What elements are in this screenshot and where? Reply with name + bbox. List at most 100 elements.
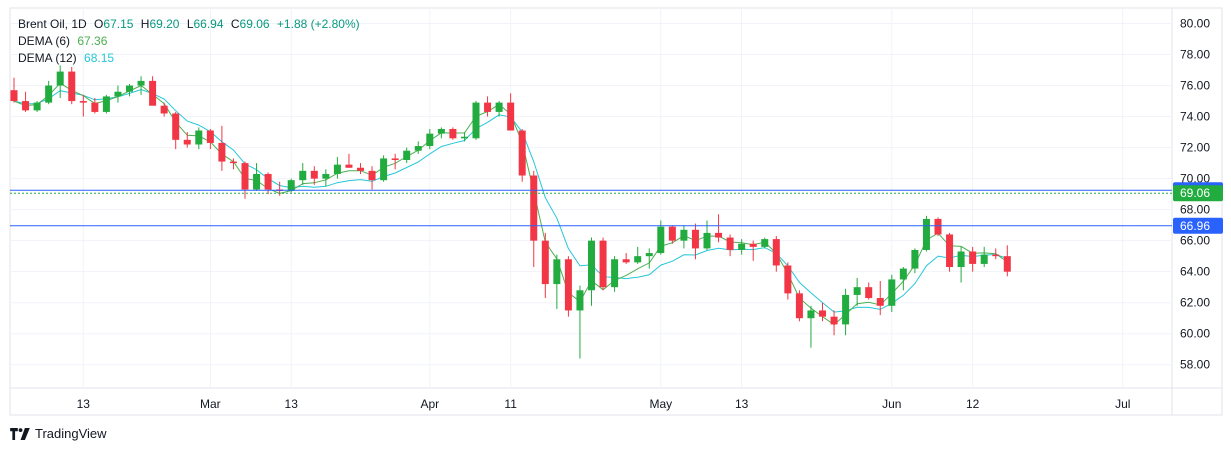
- candle-down: [668, 226, 676, 241]
- time-tick-label: May: [649, 397, 672, 411]
- candle-up: [807, 310, 815, 319]
- tradingview-watermark[interactable]: TradingView: [10, 426, 107, 441]
- time-tick-label: 13: [285, 397, 299, 411]
- legend-dema12-label: DEMA (12): [18, 51, 77, 65]
- candle-up: [380, 158, 388, 181]
- candle-down: [934, 218, 942, 235]
- candle-down: [599, 240, 607, 288]
- price-tick-label: 74.00: [1180, 110, 1210, 124]
- price-tick-label: 60.00: [1180, 327, 1210, 341]
- legend-dema6-row[interactable]: DEMA (6) 67.36: [18, 33, 360, 50]
- candle-up: [634, 256, 642, 263]
- candle-down: [357, 167, 364, 171]
- price-tick-label: 64.00: [1180, 265, 1210, 279]
- time-tick-label: 12: [966, 397, 980, 411]
- candle-down: [772, 239, 780, 266]
- time-tick-label: Apr: [420, 397, 439, 411]
- candle-up: [322, 173, 330, 179]
- candle-up: [126, 85, 133, 92]
- chart-frame: [9, 7, 1223, 416]
- candle-up: [922, 218, 930, 250]
- price-tick-label: 70.00: [1180, 172, 1210, 186]
- candle-down: [160, 105, 168, 114]
- price-tick-label: 66.00: [1180, 234, 1210, 248]
- candle-up: [957, 251, 965, 268]
- tradingview-logo-icon: [10, 427, 30, 440]
- legend-open-value: 67.15: [103, 17, 134, 31]
- candle-down: [564, 259, 572, 311]
- candle-down: [241, 163, 249, 190]
- candle-down: [865, 287, 873, 299]
- candle-down: [992, 254, 1000, 257]
- candle-up: [888, 279, 896, 306]
- candle-down: [310, 170, 318, 179]
- time-tick-label: Mar: [200, 397, 221, 411]
- candle-down: [830, 316, 838, 325]
- candle-up: [495, 102, 503, 112]
- time-axis[interactable]: 13 Mar 13 Apr 11 May 13 Jun 12 Jul: [77, 397, 1131, 411]
- candle-down: [68, 71, 76, 102]
- candle-down: [449, 128, 457, 139]
- price-tick-label: 58.00: [1180, 358, 1210, 372]
- price-tick-label: 76.00: [1180, 79, 1210, 93]
- legend-high-value: 69.20: [149, 17, 180, 31]
- legend-change-value: +1.88 (+2.80%): [276, 17, 360, 31]
- legend-dema12-row[interactable]: DEMA (12) 68.15: [18, 50, 360, 67]
- candle-up: [842, 294, 850, 325]
- candle-down: [969, 251, 977, 264]
- candle-down: [518, 130, 526, 176]
- candle-up: [899, 268, 907, 280]
- price-tick-label: 72.00: [1180, 141, 1210, 155]
- candle-down: [507, 102, 515, 131]
- candle-down: [79, 101, 87, 103]
- candle-up: [703, 232, 711, 249]
- legend-close-label: C: [230, 17, 240, 31]
- candle-down: [10, 90, 18, 102]
- legend-dema6-value: 67.36: [77, 34, 108, 48]
- candle-up: [333, 164, 341, 174]
- candle-down: [91, 102, 99, 112]
- candle-up: [403, 150, 411, 160]
- candle-up: [911, 249, 919, 269]
- time-tick-label: 13: [735, 397, 749, 411]
- candle-down: [391, 158, 399, 160]
- candle-up: [253, 173, 261, 190]
- price-tick-label: 62.00: [1180, 296, 1210, 310]
- candle-up: [56, 71, 64, 86]
- candle-up: [472, 102, 480, 139]
- candle-down: [876, 298, 884, 306]
- candle-up: [853, 287, 861, 295]
- legend-dema12-value: 68.15: [84, 51, 115, 65]
- price-tick-label: 78.00: [1180, 48, 1210, 62]
- candle-down: [206, 130, 214, 143]
- candle-up: [414, 146, 422, 151]
- time-tick-label: 11: [504, 397, 517, 411]
- candle-up: [460, 136, 468, 139]
- candle-down: [622, 259, 630, 263]
- candle-down: [218, 142, 226, 162]
- candle-down: [715, 232, 723, 238]
- candle-up: [426, 133, 434, 147]
- candle-down: [749, 243, 757, 247]
- candle-up: [588, 240, 595, 291]
- candle-up: [645, 253, 653, 257]
- candle-down: [1003, 256, 1011, 272]
- legend-low-label: L: [186, 17, 194, 31]
- time-tick-label: 13: [77, 397, 91, 411]
- price-axis[interactable]: 80.00 78.00 76.00 74.00 72.00 70.00 68.00 66.00…: [1180, 17, 1210, 372]
- candle-down: [946, 234, 954, 268]
- candle-up: [137, 80, 145, 86]
- candle-down: [264, 173, 272, 190]
- candle-up: [611, 259, 619, 288]
- chart-grid: [9, 7, 1223, 416]
- candle-up: [761, 239, 769, 247]
- candle-down: [691, 229, 699, 249]
- candle-up: [657, 226, 665, 254]
- candle-up: [299, 170, 307, 181]
- candle-down: [22, 101, 30, 111]
- candle-up: [680, 229, 688, 241]
- candle-down: [784, 265, 792, 294]
- candle-up: [980, 254, 988, 264]
- candle-up: [33, 102, 41, 111]
